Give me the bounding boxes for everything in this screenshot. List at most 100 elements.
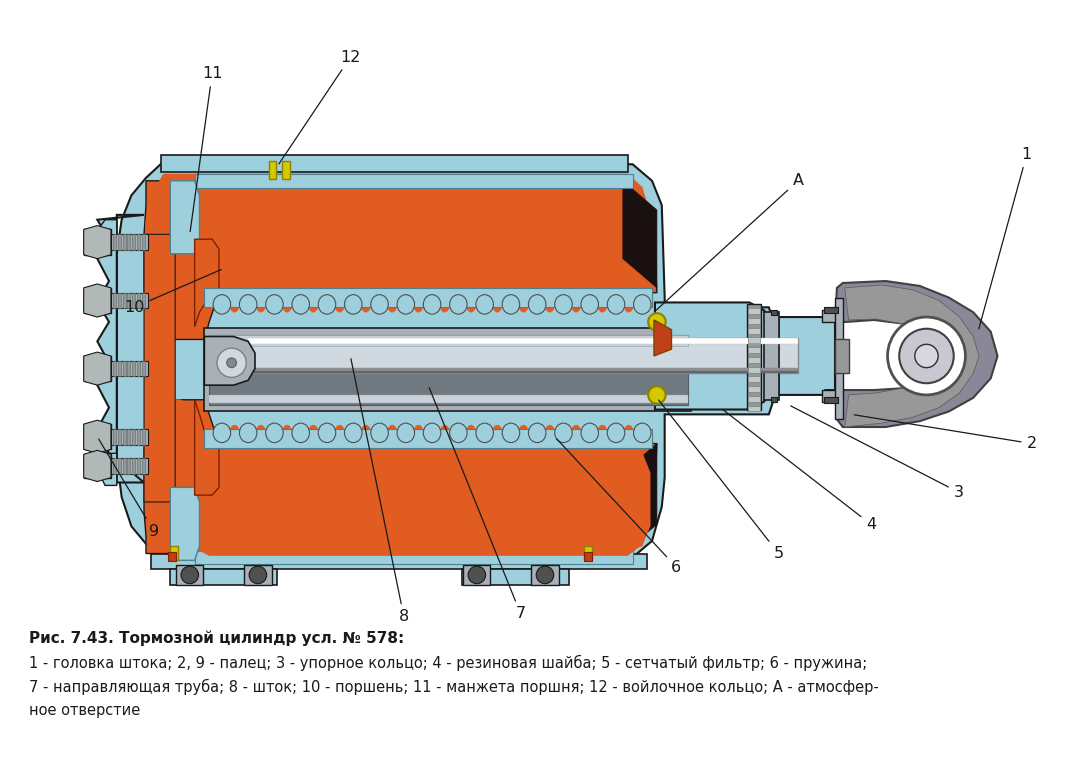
Bar <box>128 234 130 250</box>
Bar <box>112 293 116 309</box>
Ellipse shape <box>597 297 607 312</box>
Ellipse shape <box>397 423 415 442</box>
Bar <box>822 310 840 322</box>
Bar <box>771 310 776 315</box>
Ellipse shape <box>265 294 283 314</box>
Bar <box>748 377 760 382</box>
Bar <box>584 546 592 561</box>
Ellipse shape <box>624 297 633 312</box>
Polygon shape <box>170 487 200 561</box>
Ellipse shape <box>361 297 371 312</box>
Ellipse shape <box>545 297 555 312</box>
Bar <box>112 234 116 250</box>
Bar <box>204 288 652 307</box>
Ellipse shape <box>309 297 318 312</box>
Bar <box>122 429 126 445</box>
Bar <box>282 161 290 179</box>
Polygon shape <box>194 239 219 327</box>
Bar <box>118 293 121 309</box>
Polygon shape <box>170 181 200 254</box>
Text: Рис. 7.43. Тормозной цилиндр усл. № 578:: Рис. 7.43. Тормозной цилиндр усл. № 578: <box>29 630 404 646</box>
Bar <box>194 550 632 565</box>
Bar <box>111 293 147 309</box>
Ellipse shape <box>256 297 265 312</box>
Bar <box>748 347 760 353</box>
Bar <box>161 154 628 172</box>
Text: 5: 5 <box>658 400 784 561</box>
Ellipse shape <box>344 423 363 442</box>
Bar <box>748 406 760 411</box>
Polygon shape <box>97 220 117 249</box>
Bar <box>138 293 140 309</box>
Ellipse shape <box>213 294 230 314</box>
Bar <box>176 565 203 585</box>
Ellipse shape <box>450 423 467 442</box>
Ellipse shape <box>624 425 633 441</box>
Ellipse shape <box>265 423 283 442</box>
Bar <box>170 569 277 585</box>
Ellipse shape <box>318 423 335 442</box>
Bar <box>84 424 111 449</box>
Bar <box>748 366 760 373</box>
Bar <box>248 338 798 373</box>
Ellipse shape <box>292 294 309 314</box>
Bar <box>128 293 130 309</box>
Bar <box>204 429 652 449</box>
Ellipse shape <box>529 423 546 442</box>
Circle shape <box>649 386 666 404</box>
Ellipse shape <box>466 297 476 312</box>
Polygon shape <box>204 337 254 385</box>
Bar <box>122 361 126 377</box>
Bar <box>245 565 272 585</box>
Ellipse shape <box>318 294 335 314</box>
Polygon shape <box>655 302 774 410</box>
Bar <box>142 234 145 250</box>
Ellipse shape <box>292 423 309 442</box>
Ellipse shape <box>502 423 520 442</box>
Ellipse shape <box>309 425 318 441</box>
Polygon shape <box>84 226 111 258</box>
Text: ное отверстие: ное отверстие <box>29 703 141 718</box>
Bar <box>835 340 848 373</box>
Ellipse shape <box>388 425 397 441</box>
Bar <box>824 397 838 402</box>
Bar <box>170 546 178 561</box>
Bar <box>142 293 145 309</box>
Text: 6: 6 <box>557 438 681 575</box>
Bar <box>748 357 760 363</box>
Text: 8: 8 <box>351 359 410 624</box>
Bar <box>748 396 760 402</box>
Bar <box>111 361 147 377</box>
Bar <box>122 458 126 474</box>
Bar <box>138 234 140 250</box>
Ellipse shape <box>571 297 581 312</box>
Ellipse shape <box>414 297 424 312</box>
Ellipse shape <box>581 423 598 442</box>
Polygon shape <box>97 215 144 482</box>
Bar <box>248 368 798 373</box>
Text: 7 - направляющая труба; 8 - шток; 10 - поршень; 11 - манжета поршня; 12 - войлоч: 7 - направляющая труба; 8 - шток; 10 - п… <box>29 679 879 695</box>
Polygon shape <box>779 317 835 395</box>
Bar <box>118 458 121 474</box>
Bar <box>84 288 111 313</box>
Ellipse shape <box>555 294 572 314</box>
Bar <box>824 307 838 313</box>
Bar <box>132 293 135 309</box>
Text: 1 - головка штока; 2, 9 - палец; 3 - упорное кольцо; 4 - резиновая шайба; 5 - се: 1 - головка штока; 2, 9 - палец; 3 - упо… <box>29 655 867 671</box>
Bar <box>128 361 130 377</box>
Text: 2: 2 <box>854 415 1036 451</box>
Bar <box>584 551 592 561</box>
Ellipse shape <box>256 425 265 441</box>
Circle shape <box>649 313 666 330</box>
Bar <box>248 370 798 373</box>
Bar <box>112 429 116 445</box>
Polygon shape <box>654 320 672 356</box>
Ellipse shape <box>239 423 257 442</box>
Text: 4: 4 <box>722 410 876 532</box>
Bar <box>128 458 130 474</box>
Polygon shape <box>84 420 111 453</box>
Ellipse shape <box>213 423 230 442</box>
Polygon shape <box>84 450 111 482</box>
Bar <box>138 361 140 377</box>
Ellipse shape <box>607 294 625 314</box>
